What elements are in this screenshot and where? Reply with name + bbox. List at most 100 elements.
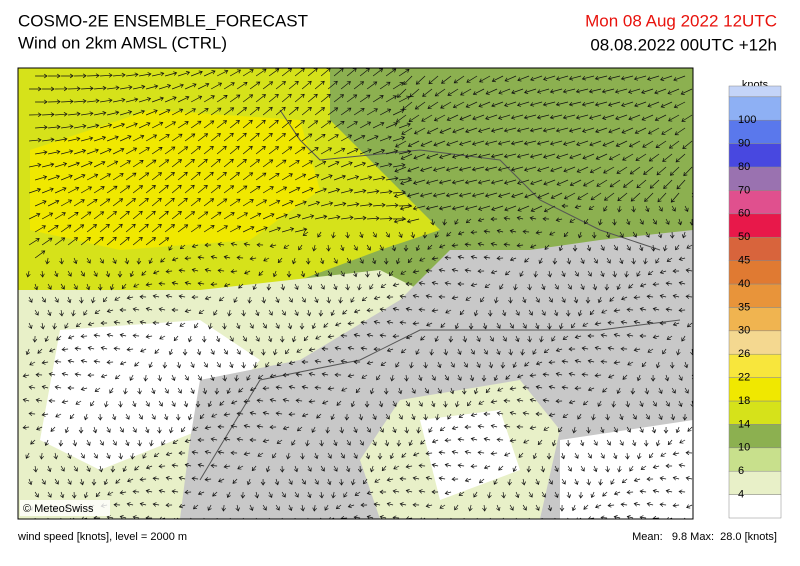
- wind-arrow: [541, 283, 546, 291]
- wind-arrow: [600, 426, 605, 434]
- wind-arrow: [445, 166, 459, 172]
- wind-arrow: [522, 504, 527, 511]
- wind-arrow: [574, 334, 582, 340]
- wind-arrow: [675, 153, 686, 163]
- wind-arrow: [535, 361, 543, 366]
- wind-arrow: [441, 75, 452, 84]
- wind-arrow: [476, 361, 481, 368]
- wind-arrow: [251, 465, 257, 472]
- wind-arrow: [255, 119, 266, 129]
- wind-arrow: [86, 465, 91, 472]
- wind-arrow: [504, 270, 511, 276]
- wind-arrow: [48, 124, 61, 130]
- wind-arrow: [556, 179, 569, 186]
- wind-arrow: [67, 212, 79, 220]
- wind-arrow: [600, 333, 608, 338]
- wind-arrow: [490, 242, 498, 247]
- wind-arrow: [294, 173, 307, 181]
- wind-arrow: [527, 283, 532, 291]
- wind-arrow: [457, 281, 465, 287]
- wind-arrow: [236, 348, 241, 355]
- wind-arrow: [164, 387, 169, 394]
- wind-arrow: [412, 502, 420, 508]
- wind-arrow: [106, 236, 117, 246]
- wind-arrow: [353, 270, 358, 278]
- wind-arrow: [596, 179, 608, 187]
- wind-arrow: [431, 308, 439, 313]
- wind-arrow: [589, 140, 602, 147]
- wind-arrow: [678, 256, 686, 262]
- wind-arrow: [246, 374, 251, 381]
- wind-arrow: [615, 140, 628, 148]
- wind-arrow: [320, 201, 334, 207]
- wind-arrow: [359, 121, 372, 129]
- wind-arrow: [75, 400, 82, 405]
- wind-arrow: [508, 348, 513, 356]
- wind-arrow: [669, 166, 680, 176]
- wind-arrow: [61, 347, 69, 352]
- wind-arrow: [639, 426, 644, 433]
- wind-arrow: [661, 127, 673, 135]
- wind-arrow: [165, 451, 173, 457]
- wind-arrow: [301, 478, 306, 485]
- wind-arrow: [86, 439, 91, 446]
- wind-arrow: [389, 452, 395, 460]
- wind-arrow: [524, 361, 530, 367]
- wind-arrow: [56, 335, 62, 341]
- wind-arrow: [675, 244, 680, 251]
- wind-arrow: [249, 437, 257, 443]
- wind-arrow: [497, 166, 511, 172]
- wind-arrow: [314, 187, 327, 194]
- legend-label: 45: [738, 255, 750, 267]
- wind-arrow: [554, 283, 559, 290]
- wind-arrow: [458, 491, 465, 496]
- wind-arrow: [45, 257, 50, 265]
- wind-arrow: [673, 101, 686, 109]
- wind-arrow: [104, 400, 109, 408]
- wind-arrow: [86, 224, 97, 233]
- footer-description: wind speed [knots], level = 2000 m: [17, 531, 187, 543]
- wind-arrow: [607, 346, 615, 351]
- wind-arrow: [151, 71, 165, 77]
- wind-arrow: [288, 133, 300, 142]
- legend-swatch: [728, 353, 782, 378]
- wind-arrow: [497, 140, 511, 146]
- wind-arrow: [639, 244, 644, 252]
- wind-arrow: [529, 153, 543, 159]
- wind-arrow: [288, 186, 301, 194]
- wind-arrow: [607, 320, 615, 326]
- wind-arrow: [242, 94, 254, 103]
- wind-arrow: [268, 309, 273, 316]
- wind-arrow: [105, 270, 111, 278]
- wind-arrow: [431, 439, 439, 444]
- wind-arrow: [343, 491, 348, 498]
- wind-arrow: [413, 127, 426, 135]
- wind-arrow: [125, 223, 136, 233]
- wind-arrow: [192, 504, 199, 510]
- wind-arrow: [431, 463, 439, 468]
- wind-arrow: [340, 188, 354, 194]
- wind-arrow: [600, 359, 608, 365]
- wind-arrow: [413, 452, 420, 457]
- wind-arrow: [447, 413, 452, 420]
- wind-arrow: [53, 452, 58, 460]
- wind-arrow: [585, 296, 591, 304]
- wind-arrow: [255, 199, 268, 207]
- legend-swatch: [728, 494, 782, 519]
- wind-arrow: [132, 210, 143, 220]
- wind-arrow: [476, 335, 481, 342]
- wind-arrow: [93, 515, 101, 519]
- wind-arrow: [580, 283, 585, 290]
- wind-arrow: [659, 269, 667, 275]
- wind-arrow: [301, 359, 309, 365]
- wind-arrow: [59, 309, 64, 317]
- wind-arrow: [609, 179, 621, 188]
- wind-arrow: [307, 491, 312, 499]
- wind-arrow: [399, 294, 407, 299]
- wind-arrow: [443, 348, 448, 356]
- wind-arrow: [434, 335, 439, 343]
- wind-arrow: [217, 242, 225, 247]
- wind-arrow: [394, 192, 407, 198]
- wind-arrow: [399, 476, 407, 482]
